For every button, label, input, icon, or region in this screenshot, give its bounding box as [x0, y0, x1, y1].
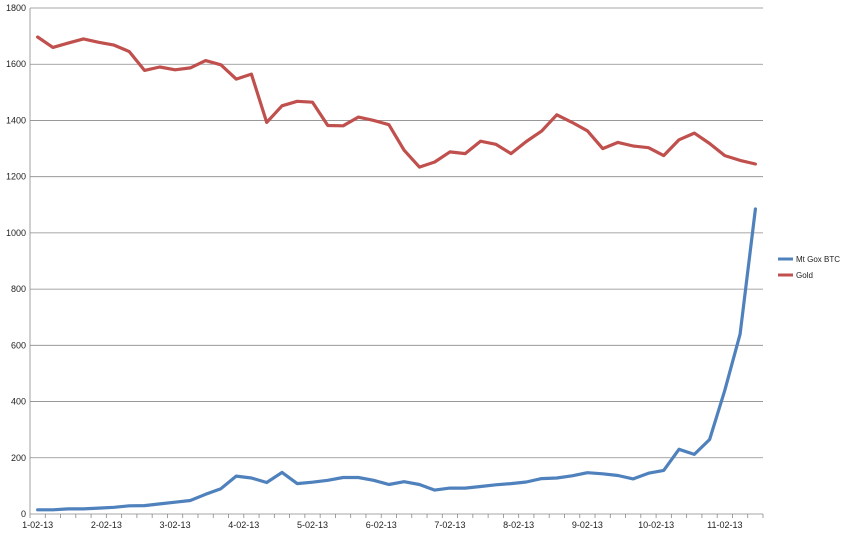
series-line-0 — [35, 207, 758, 512]
series-lines — [35, 35, 758, 512]
y-tick-label: 200 — [11, 453, 26, 463]
series-line-1 — [35, 35, 758, 169]
x-tick-label: 4-02-13 — [228, 520, 259, 530]
x-tick-label: 8-02-13 — [503, 520, 534, 530]
x-tick-label: 2-02-13 — [91, 520, 122, 530]
y-tick-label: 0 — [21, 509, 26, 519]
legend: Mt Gox BTC Gold — [778, 255, 840, 280]
y-tick-labels: 0 200 400 600 800 1000 1200 1400 1600 1800 — [6, 3, 26, 519]
x-tick-label: 6-02-13 — [366, 520, 397, 530]
legend-label: Gold — [796, 271, 813, 280]
y-tick-label: 600 — [11, 340, 26, 350]
x-tick-label: 3-02-13 — [160, 520, 191, 530]
x-tick-label: 7-02-13 — [434, 520, 465, 530]
x-tick-label: 5-02-13 — [297, 520, 328, 530]
legend-label: Mt Gox BTC — [796, 255, 840, 264]
y-tick-label: 400 — [11, 397, 26, 407]
axes — [29, 8, 764, 518]
gridlines — [30, 7, 763, 459]
x-tick-label: 11-02-13 — [707, 520, 742, 530]
x-tick-label: 1-02-13 — [22, 520, 53, 530]
x-tick-label: 9-02-13 — [572, 520, 603, 530]
y-tick-label: 1200 — [6, 172, 26, 182]
y-tick-label: 1800 — [6, 3, 26, 13]
y-tick-label: 1000 — [6, 228, 26, 238]
x-tick-labels: 1-02-13 2-02-13 3-02-13 4-02-13 5-02-13 6-02-… — [22, 520, 742, 530]
y-tick-label: 1600 — [6, 59, 26, 69]
x-tick-label: 10-02-13 — [638, 520, 674, 530]
y-tick-label: 800 — [11, 284, 26, 294]
y-tick-label: 1400 — [6, 115, 26, 125]
